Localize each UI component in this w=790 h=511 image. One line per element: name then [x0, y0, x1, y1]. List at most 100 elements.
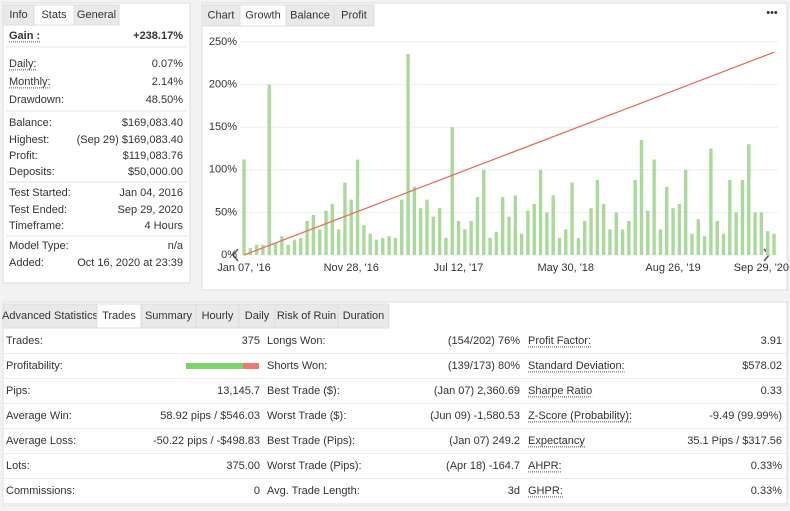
stat-value: 58.92 pips / $546.03 [160, 410, 260, 422]
bar [418, 208, 423, 255]
stat-value: 80% [498, 360, 520, 372]
stat-value: 0 [254, 485, 260, 497]
tab-label[interactable]: Info [9, 9, 27, 21]
profitability-lost [242, 363, 259, 369]
bar [444, 237, 448, 255]
stat-value: 375.00 [226, 460, 260, 472]
stat-label: GHPR: [528, 485, 563, 497]
bar [576, 237, 581, 255]
tab[interactable] [2, 303, 98, 329]
tab[interactable] [73, 4, 120, 26]
bar [545, 212, 549, 255]
stat-value: 0.07% [152, 58, 183, 70]
bar [387, 236, 391, 255]
bar [280, 236, 284, 255]
tab[interactable] [238, 303, 276, 329]
tab-label[interactable]: Risk of Ruin [277, 310, 336, 322]
stat-value: 48.50% [146, 94, 184, 106]
stat-label: Model Type: [9, 240, 69, 252]
tab-label[interactable]: General [77, 9, 116, 21]
tab-label[interactable]: Advanced Statistics [2, 310, 98, 322]
bar [740, 180, 745, 255]
bar [374, 239, 379, 255]
stat-note: (Jan 07) [449, 435, 489, 447]
bar [267, 84, 271, 255]
tab-label[interactable]: Balance [290, 9, 330, 21]
bar [494, 231, 499, 255]
bar [248, 248, 253, 255]
tab[interactable] [333, 4, 375, 27]
tab-label[interactable]: Duration [343, 310, 385, 322]
bar [311, 214, 316, 255]
stat-label: Pips: [6, 385, 30, 397]
stat-value: Sep 29, 2020 [118, 204, 183, 216]
bar [412, 186, 417, 255]
x-tick-label: Aug 26, '19 [645, 262, 700, 274]
stat-value: $119,083.76 [123, 150, 183, 162]
bar [583, 220, 587, 255]
bar [482, 169, 486, 255]
bar [633, 180, 637, 255]
x-tick-label: Sep 29, '20 [734, 262, 789, 274]
stat-label: Worst Trade ($): [267, 410, 346, 422]
bar [400, 199, 404, 255]
tab-label[interactable]: Hourly [202, 310, 234, 322]
tab-label[interactable]: Trades [102, 310, 136, 322]
stat-label: Z-Score (Probability): [528, 410, 632, 422]
bar [519, 233, 524, 255]
stat-label: Test Ended: [9, 204, 67, 216]
tab-label[interactable]: Stats [41, 9, 67, 21]
stat-value: -9.49 (99.99%) [709, 410, 782, 422]
bar [488, 237, 492, 255]
tab-label[interactable]: Daily [245, 310, 270, 322]
menu[interactable]: ••• [766, 7, 778, 19]
stat-value: 3d [508, 485, 520, 497]
bar [564, 229, 568, 255]
stat-label: Profitability: [6, 360, 63, 372]
tab[interactable] [195, 303, 240, 329]
tab-label[interactable]: Chart [208, 9, 235, 21]
bar [557, 237, 562, 255]
prev-arrow[interactable] [232, 248, 239, 262]
tab[interactable] [337, 303, 390, 329]
stat-label: AHPR: [528, 460, 562, 472]
bar [538, 169, 543, 255]
tab-label[interactable]: Profit [341, 9, 367, 21]
bar [677, 203, 682, 255]
bar [292, 239, 297, 255]
stat-note: (139/173) [448, 360, 495, 372]
bar [570, 182, 574, 255]
bar [759, 212, 764, 255]
bar [305, 220, 309, 255]
bar [671, 208, 675, 255]
bar [450, 127, 454, 255]
stat-value: $169,083.40 [122, 117, 183, 129]
bar [614, 212, 618, 255]
tab[interactable] [140, 303, 197, 329]
bar [646, 210, 650, 255]
y-tick-label: 200% [209, 79, 237, 91]
stat-label: Longs Won: [267, 335, 326, 347]
stat-value: 249.2 [492, 435, 520, 447]
bar [368, 233, 372, 255]
stat-value: Oct 16, 2020 at 23:39 [77, 257, 183, 269]
stat-value: $50,000.00 [128, 166, 183, 178]
tab-label[interactable]: Summary [145, 310, 193, 322]
stat-value: 0.33% [751, 485, 782, 497]
bar [355, 159, 360, 255]
tab-label[interactable]: Growth [245, 9, 280, 21]
stat-label: Balance: [9, 117, 52, 129]
tab[interactable] [96, 303, 142, 329]
stat-value: 2,360.69 [477, 385, 520, 397]
bar [702, 236, 707, 255]
stat-value: 0.33% [751, 460, 782, 472]
stat-value: $169,083.40 [122, 134, 183, 146]
bar [261, 244, 265, 255]
stat-value: 375 [242, 335, 260, 347]
bar [620, 229, 625, 255]
stat-label: Avg. Trade Length: [267, 485, 360, 497]
stat-label: Timeframe: [9, 220, 64, 232]
stat-label: Shorts Won: [267, 360, 327, 372]
stat-label: Best Trade (Pips): [267, 435, 355, 447]
